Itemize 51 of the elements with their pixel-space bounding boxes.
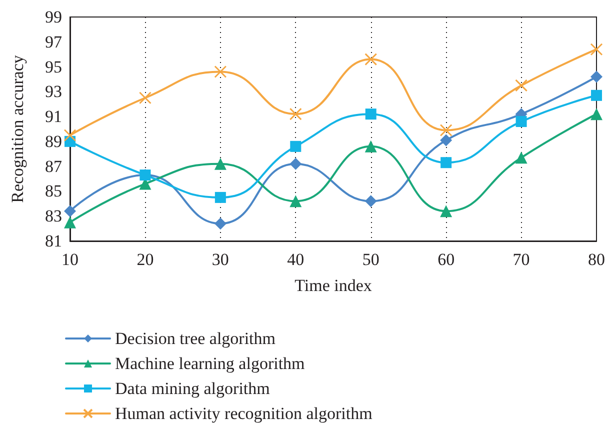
point: [365, 108, 376, 120]
y-tick-label: 81: [45, 232, 62, 250]
point: [440, 124, 452, 136]
point: [516, 116, 527, 128]
x-tick-label: 40: [287, 250, 304, 269]
point: [440, 205, 452, 218]
y-tick-label: 89: [45, 132, 62, 151]
point: [590, 43, 603, 56]
point: [214, 192, 226, 203]
point: [290, 140, 302, 152]
y-tick-label: 93: [45, 82, 62, 102]
y-tick-label: 83: [45, 206, 62, 226]
point: [289, 108, 302, 120]
point: [214, 66, 227, 78]
point: [364, 140, 377, 152]
x-tick-label: 20: [136, 250, 154, 269]
y-tick-label: 99: [45, 8, 62, 26]
point: [64, 128, 76, 142]
point: [214, 158, 226, 170]
point: [364, 195, 377, 208]
point: [440, 134, 452, 146]
point: [515, 79, 528, 92]
point: [591, 90, 602, 101]
x-tick-label: 70: [512, 250, 530, 269]
x-axis-title: Time index: [294, 276, 372, 295]
legend-label: Data mining algorithm: [115, 379, 270, 398]
y-tick-label: 85: [45, 182, 62, 201]
legend-label: Human activity recognition algorithm: [115, 404, 372, 423]
y-tick-label: 87: [45, 156, 62, 176]
point: [290, 195, 302, 208]
point: [64, 216, 76, 228]
x-tick-label: 10: [62, 250, 78, 269]
x-tick-label: 30: [212, 250, 229, 269]
x-tick-label: 80: [588, 250, 605, 269]
y-tick-label: 95: [45, 57, 62, 76]
point: [138, 92, 152, 104]
point: [590, 108, 602, 120]
x-tick-label: 50: [362, 250, 380, 269]
y-axis-title: Recognition accuracy: [8, 54, 27, 203]
point: [590, 70, 602, 83]
y-tick-label: 91: [45, 107, 62, 126]
point: [440, 157, 452, 168]
point: [64, 205, 76, 218]
point: [364, 53, 378, 66]
legend-label: Machine learning algorithm: [115, 354, 305, 373]
point: [214, 218, 226, 230]
point: [515, 152, 528, 164]
point: [290, 158, 302, 170]
x-tick-label: 60: [438, 250, 455, 269]
legend-label: Decision tree algorithm: [115, 329, 276, 348]
y-tick-label: 97: [45, 32, 62, 52]
